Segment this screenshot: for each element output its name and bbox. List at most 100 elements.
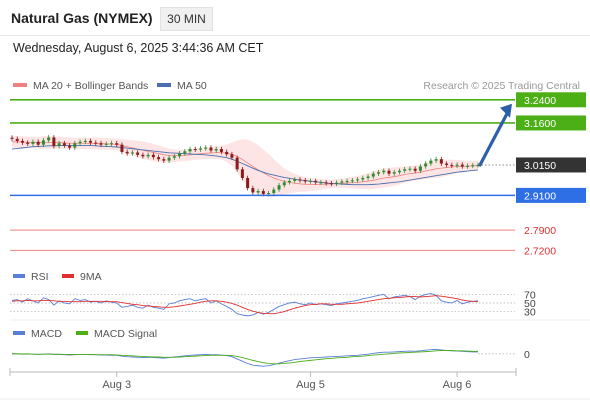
candle-body xyxy=(204,147,208,149)
candle-body xyxy=(450,164,454,166)
rsi-level-label: 50 xyxy=(524,298,536,310)
candle-body xyxy=(403,169,407,171)
x-tick-label: Aug 6 xyxy=(443,379,472,391)
candle-body xyxy=(47,137,51,141)
candle-body xyxy=(99,143,103,145)
candle-body xyxy=(172,156,176,158)
price-label: 3.1600 xyxy=(524,118,556,130)
candle-body xyxy=(308,180,312,182)
candle-body xyxy=(277,185,281,190)
candle-body xyxy=(293,179,297,181)
candle-body xyxy=(382,170,386,173)
candle-body xyxy=(52,137,56,147)
candle-body xyxy=(167,157,171,161)
candle-body xyxy=(298,179,302,181)
candle-body xyxy=(136,152,140,155)
candle-body xyxy=(115,143,119,145)
candle-body xyxy=(120,144,124,152)
candle-body xyxy=(62,143,66,146)
candle-body xyxy=(178,153,182,157)
candle-body xyxy=(225,151,229,155)
candle-body xyxy=(377,172,381,174)
candle-body xyxy=(68,145,72,148)
candle-body xyxy=(94,142,98,144)
candle-body xyxy=(424,163,428,167)
candle-body xyxy=(130,152,134,154)
macd-label: MACD xyxy=(31,328,62,340)
price-label-box xyxy=(516,157,586,173)
macd-swatch xyxy=(13,331,25,336)
candle-body xyxy=(408,168,412,170)
candle-body xyxy=(198,148,202,150)
timeframe-button[interactable]: 30 MIN xyxy=(160,7,213,31)
candle-body xyxy=(193,149,197,151)
candle-body xyxy=(78,141,82,144)
candle-body xyxy=(267,193,271,195)
rsi-ma-line xyxy=(11,295,479,315)
candle-body xyxy=(109,143,113,145)
rsi-level-label: 70 xyxy=(524,289,536,301)
candle-body xyxy=(445,163,449,165)
candle-body xyxy=(26,142,30,144)
candle-body xyxy=(15,138,19,141)
ma20-label: MA 20 + Bollinger Bands xyxy=(33,80,149,92)
instrument-title: Natural Gas (NYMEX) xyxy=(11,10,153,26)
rsi-level-label: 30 xyxy=(524,307,536,319)
candle-body xyxy=(340,181,344,183)
x-tick-label: Aug 5 xyxy=(296,379,325,391)
candle-body xyxy=(20,140,24,143)
candle-body xyxy=(57,143,61,147)
candle-body xyxy=(272,189,276,194)
price-label: 3.0150 xyxy=(524,160,556,172)
price-label-box xyxy=(516,187,586,203)
candle-body xyxy=(455,164,459,166)
header-divider xyxy=(0,35,590,36)
candle-body xyxy=(31,141,35,144)
candle-body xyxy=(83,140,87,142)
candle-body xyxy=(460,164,464,167)
legend-ma50: MA 50 xyxy=(157,80,207,92)
candle-body xyxy=(89,140,93,143)
candle-body xyxy=(256,191,260,193)
candle-body xyxy=(36,141,40,145)
candle-body xyxy=(350,180,354,182)
rsi-swatch xyxy=(13,274,25,279)
candle-body xyxy=(361,178,365,180)
macd-signal-swatch xyxy=(76,331,88,336)
target-arrow-head xyxy=(500,103,512,118)
candle-body xyxy=(209,147,213,151)
legend-rsi-ma: 9MA xyxy=(62,271,102,283)
candle-body xyxy=(125,151,129,154)
candle-body xyxy=(214,149,218,151)
candle-body xyxy=(188,149,192,152)
candle-body xyxy=(434,159,438,161)
candle-body xyxy=(73,143,77,148)
candle-body xyxy=(366,176,370,178)
candle-body xyxy=(10,137,14,139)
candle-body xyxy=(261,191,265,194)
legend-rsi: RSI xyxy=(13,271,49,283)
candle-body xyxy=(429,160,433,164)
chart-header: Natural Gas (NYMEX) 30 MIN xyxy=(0,0,590,36)
price-label: 3.2400 xyxy=(524,95,556,107)
candle-body xyxy=(157,157,161,160)
rsi-ma-swatch xyxy=(62,274,74,279)
candle-body xyxy=(230,154,234,158)
price-label: 2.7900 xyxy=(524,225,556,237)
target-arrow-shaft xyxy=(478,110,510,167)
candle-body xyxy=(314,180,318,183)
candle-body xyxy=(162,159,166,161)
x-tick-label: Aug 3 xyxy=(102,379,131,391)
candle-body xyxy=(146,154,150,157)
candle-body xyxy=(324,182,328,184)
candle-body xyxy=(371,173,375,177)
candle-body xyxy=(471,165,475,167)
ma50-swatch xyxy=(157,83,171,88)
candle-body xyxy=(392,172,396,174)
candle-body xyxy=(387,170,391,174)
candle-body xyxy=(397,170,401,173)
candle-body xyxy=(288,180,292,183)
candle-body xyxy=(413,168,417,171)
legend-macd-signal: MACD Signal xyxy=(76,328,157,340)
